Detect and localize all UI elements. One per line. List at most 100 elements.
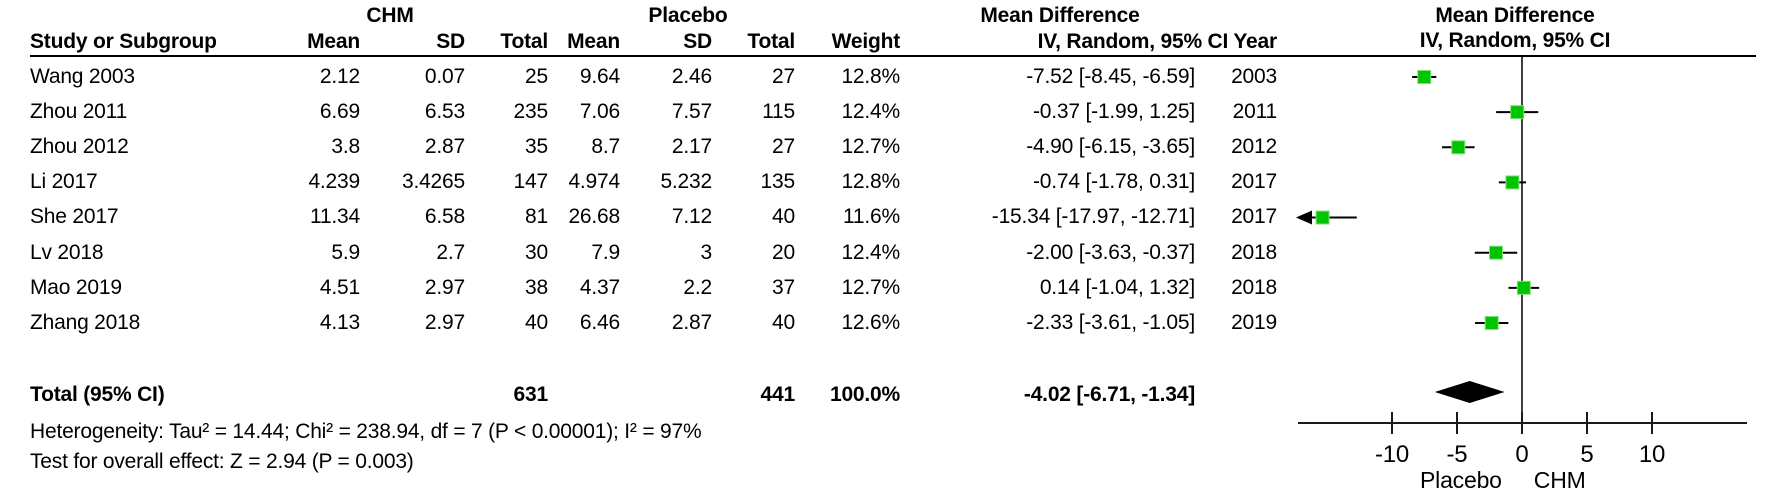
axis-left-label: Placebo (1420, 467, 1502, 493)
chm-total-value: 35 (525, 134, 548, 158)
total-weight: 100.0% (829, 382, 900, 406)
group-header-chm: CHM (366, 4, 414, 27)
year-value: 2003 (1231, 64, 1277, 88)
chm-total-value: 235 (513, 99, 549, 123)
total-placebo-n: 441 (760, 382, 796, 406)
col-header-chm-sd: SD (436, 30, 465, 53)
study-point-marker (1510, 105, 1525, 120)
chm-sd-value: 2.97 (424, 310, 465, 334)
heterogeneity-text: Heterogeneity: Tau² = 14.44; Chi² = 238.… (30, 420, 702, 443)
col-header-chm-total: Total (500, 30, 548, 53)
study-label: Lv 2018 (30, 240, 104, 264)
year-value: 2012 (1231, 134, 1277, 158)
chm-mean-value: 3.8 (331, 134, 360, 158)
mean-difference-ci-value: -2.00 [-3.63, -0.37] (1026, 240, 1195, 264)
column-header-row: Study or Subgroup Mean SD Total Mean SD … (30, 29, 1277, 55)
placebo-total-value: 27 (772, 64, 795, 88)
study-point-marker (1489, 245, 1503, 260)
year-value: 2019 (1231, 310, 1277, 334)
chm-sd-value: 0.07 (424, 64, 465, 88)
table-row: Lv 2018 5.9 2.7 30 7.9 3 20 12.4% -2.00 … (30, 235, 1277, 270)
mean-difference-ci-value: -2.33 [-3.61, -1.05] (1026, 310, 1195, 334)
table-row: Zhou 2012 3.8 2.87 35 8.7 2.17 27 12.7% … (30, 129, 1277, 164)
placebo-mean-value: 8.7 (591, 134, 620, 158)
table-row: Zhou 2011 6.69 6.53 235 7.06 7.57 115 12… (30, 94, 1277, 129)
col-header-placebo-total: Total (747, 30, 795, 53)
col-header-study: Study or Subgroup (30, 30, 217, 53)
year-value: 2018 (1231, 240, 1277, 264)
study-point-marker (1484, 315, 1499, 330)
col-header-chm-mean: Mean (307, 30, 360, 53)
study-label: Zhang 2018 (30, 310, 141, 334)
placebo-sd-value: 2.46 (671, 64, 712, 88)
chm-sd-value: 2.7 (436, 240, 465, 264)
total-chm-n: 631 (513, 382, 549, 406)
study-point-marker (1516, 280, 1531, 295)
chm-mean-value: 4.13 (319, 310, 360, 334)
placebo-sd-value: 7.12 (671, 205, 712, 229)
tick-label: -10 (1375, 441, 1409, 468)
year-value: 2017 (1231, 170, 1277, 194)
header-divider-line (30, 55, 1756, 57)
chm-mean-value: 5.9 (331, 240, 360, 264)
placebo-sd-value: 2.2 (683, 275, 712, 299)
off-scale-arrow (1296, 210, 1312, 225)
mean-difference-ci-value: -0.37 [-1.99, 1.25] (1033, 99, 1195, 123)
chm-sd-value: 2.87 (424, 134, 465, 158)
study-point-marker (1451, 140, 1466, 155)
table-row: Li 2017 4.239 3.4265 147 4.974 5.232 135… (30, 165, 1277, 200)
placebo-sd-value: 7.57 (671, 99, 712, 123)
placebo-mean-value: 4.974 (568, 170, 620, 194)
weight-value: 12.7% (841, 275, 900, 299)
col-header-ci-year: IV, Random, 95% CI Year (1037, 30, 1278, 53)
chm-mean-value: 4.239 (308, 170, 360, 194)
study-point-marker (1417, 70, 1432, 84)
year-value: 2017 (1231, 205, 1277, 229)
chm-total-value: 38 (525, 275, 548, 299)
placebo-sd-value: 2.17 (671, 134, 712, 158)
weight-value: 12.7% (841, 134, 900, 158)
placebo-total-value: 37 (772, 275, 795, 299)
placebo-mean-value: 9.64 (579, 64, 620, 88)
weight-value: 12.6% (841, 310, 900, 334)
col-header-placebo-mean: Mean (567, 30, 620, 53)
plot-subtitle: IV, Random, 95% CI (1419, 29, 1611, 52)
col-header-placebo-sd: SD (683, 30, 712, 53)
study-label: Wang 2003 (30, 64, 135, 88)
chm-total-value: 147 (513, 170, 549, 194)
axis-right-label: CHM (1534, 467, 1586, 493)
mean-difference-ci-value: -4.90 [-6.15, -3.65] (1026, 134, 1195, 158)
mean-difference-ci-value: 0.14 [-1.04, 1.32] (1039, 275, 1195, 299)
study-label: Zhou 2011 (30, 99, 128, 123)
tick-label: 5 (1580, 441, 1593, 468)
placebo-sd-value: 5.232 (660, 170, 712, 194)
placebo-mean-value: 7.06 (579, 99, 620, 123)
total-row: Total (95% CI) 631 441 100.0% -4.02 [-6.… (30, 377, 1277, 412)
col-header-weight: Weight (831, 30, 901, 53)
chm-sd-value: 3.4265 (401, 170, 465, 194)
table-row: Wang 2003 2.12 0.07 25 9.64 2.46 27 12.8… (30, 59, 1277, 94)
year-value: 2018 (1231, 275, 1277, 299)
mean-difference-ci-value: -7.52 [-8.45, -6.59] (1026, 64, 1195, 88)
placebo-total-value: 27 (772, 134, 795, 158)
weight-value: 12.8% (841, 64, 900, 88)
placebo-total-value: 40 (772, 205, 795, 229)
study-point-marker (1505, 175, 1520, 190)
mean-difference-ci-value: -0.74 [-1.78, 0.31] (1033, 170, 1195, 194)
placebo-mean-value: 7.9 (591, 240, 620, 264)
chm-sd-value: 2.97 (424, 275, 465, 299)
chm-total-value: 81 (525, 205, 548, 229)
tick-label: 0 (1515, 441, 1528, 468)
chm-total-value: 40 (525, 310, 548, 334)
study-label: She 2017 (30, 205, 119, 229)
chm-mean-value: 4.51 (319, 275, 360, 299)
weight-value: 12.4% (841, 99, 900, 123)
placebo-total-value: 115 (762, 99, 795, 123)
table-row: She 2017 11.34 6.58 81 26.68 7.12 40 11.… (30, 200, 1277, 235)
chm-sd-value: 6.53 (424, 99, 465, 123)
summary-diamond (1434, 381, 1505, 403)
year-value: 2011 (1232, 99, 1278, 123)
study-point-marker (1315, 210, 1330, 225)
mean-difference-ci-value: -15.34 [-17.97, -12.71] (991, 205, 1195, 229)
